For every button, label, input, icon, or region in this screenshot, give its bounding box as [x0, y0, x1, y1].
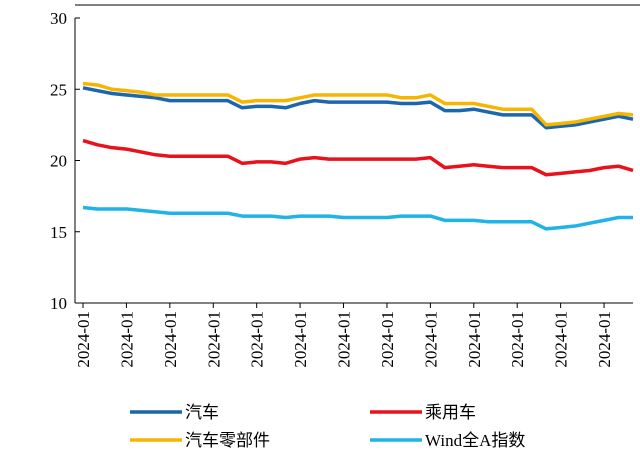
y-tick-label: 15: [50, 223, 67, 242]
x-tick-label: 2024-01: [248, 311, 267, 368]
x-tick-label: 2024-01: [378, 311, 397, 368]
x-tick-label: 2024-01: [161, 311, 180, 368]
legend-label: 乘用车: [425, 403, 476, 422]
y-tick-label: 25: [50, 80, 67, 99]
x-tick-label: 2024-01: [204, 311, 223, 368]
x-tick-label: 2024-01: [421, 311, 440, 368]
x-tick-label: 2024-01: [74, 311, 93, 368]
series-line: [82, 81, 634, 127]
legend-label: Wind全A指数: [425, 431, 525, 450]
legend-label: 汽车零部件: [185, 431, 270, 450]
x-tick-label: 2024-01: [552, 311, 571, 368]
x-tick-label: 2024-01: [335, 311, 354, 368]
y-tick-label: 30: [50, 9, 67, 28]
x-tick-label: 2024-01: [117, 311, 136, 368]
legend-label: 汽车: [185, 403, 219, 422]
series-line: [82, 138, 634, 177]
x-tick-label: 2024-01: [465, 311, 484, 368]
x-tick-label: 2024-01: [508, 311, 527, 368]
y-tick-label: 20: [50, 152, 67, 171]
series-line: [82, 86, 634, 130]
x-tick-label: 2024-01: [291, 311, 310, 368]
y-tick-label: 10: [50, 294, 67, 313]
series-line: [82, 205, 633, 231]
x-tick-label: 2024-01: [595, 311, 614, 368]
